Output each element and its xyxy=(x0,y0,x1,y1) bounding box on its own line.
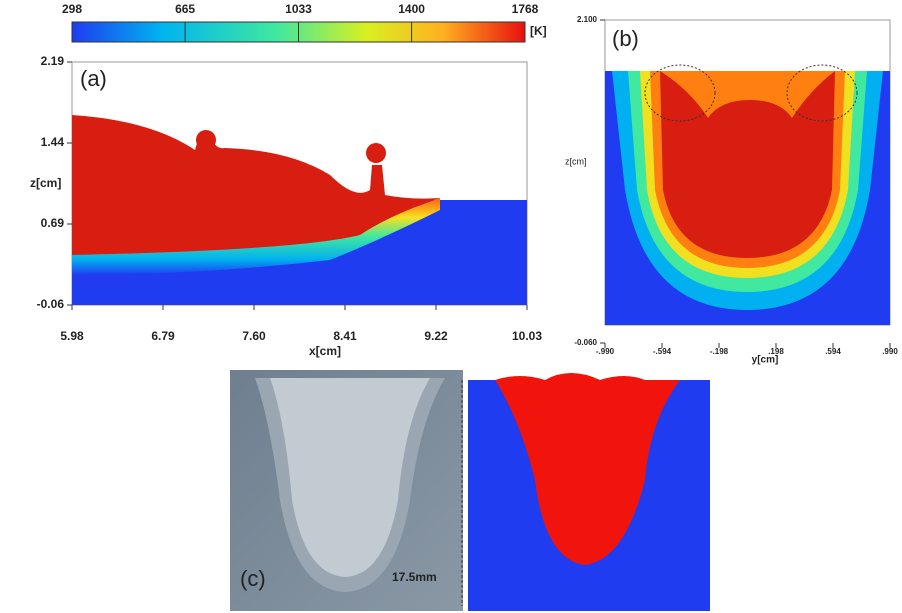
y-tick-label: 2.19 xyxy=(41,54,65,68)
colorbar-tick-label: 1033 xyxy=(285,2,312,16)
x-tick-label: 5.98 xyxy=(60,329,84,343)
x-tick-label: -.594 xyxy=(653,347,672,356)
x-axis-label: y[cm] xyxy=(752,355,779,366)
colorbar-tick-label: 298 xyxy=(62,2,82,16)
page: {"colorbar": {"ticks": [298, 665, 1033, … xyxy=(0,0,902,613)
x-tick-label: -.198 xyxy=(710,347,729,356)
figure: [K] (a) z[cm] x[cm] (b) z[cm] y[cm] (c) … xyxy=(0,0,902,613)
panel-label: (b) xyxy=(612,26,639,51)
y-tick-label: -0.060 xyxy=(574,338,597,347)
colorbar-tick-label: 1768 xyxy=(512,2,539,16)
y-axis-label: z[cm] xyxy=(30,176,61,190)
droplet xyxy=(366,143,386,163)
colorbar-tick-label: 665 xyxy=(175,2,195,16)
panel-label: (a) xyxy=(80,66,107,91)
x-tick-label: .990 xyxy=(882,347,898,356)
colorbar-unit: [K] xyxy=(530,24,547,38)
panel-label: (c) xyxy=(240,566,266,591)
y-tick-label: 1.44 xyxy=(41,135,65,149)
x-tick-label: .198 xyxy=(768,347,784,356)
y-tick-label: 2.100 xyxy=(577,15,598,24)
droplet xyxy=(196,130,216,150)
x-tick-label: 8.41 xyxy=(333,329,357,343)
y-axis-label: z[cm] xyxy=(565,156,587,166)
scale-label: 17.5mm xyxy=(392,570,437,584)
x-tick-label: 6.79 xyxy=(151,329,175,343)
x-tick-label: 10.03 xyxy=(512,329,542,343)
y-tick-label: 0.69 xyxy=(41,216,65,230)
x-tick-label: -.990 xyxy=(596,347,615,356)
x-tick-label: .594 xyxy=(825,347,841,356)
x-axis-label: x[cm] xyxy=(309,344,341,358)
x-tick-label: 7.60 xyxy=(242,329,266,343)
y-tick-label: -0.06 xyxy=(37,297,65,311)
colorbar-tick-label: 1400 xyxy=(398,2,425,16)
x-tick-label: 9.22 xyxy=(424,329,448,343)
